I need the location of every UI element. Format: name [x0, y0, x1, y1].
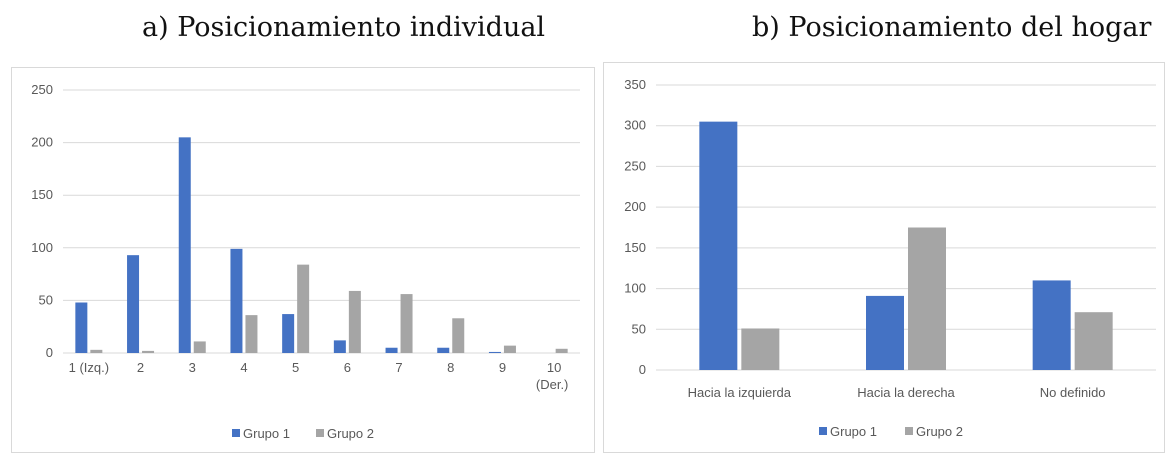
chart-a-legend-label: Grupo 1 — [243, 426, 290, 441]
chart-a-x-tick-label: 4 — [240, 360, 247, 375]
chart-a-bar-grupo2 — [245, 315, 258, 353]
chart-b-bar-grupo1 — [1032, 280, 1071, 370]
chart-a-bar-grupo1 — [385, 347, 398, 353]
chart-a-x-tick-label: 10 (Der.) — [536, 360, 569, 392]
chart-a-x-tick-label: 7 — [395, 360, 402, 375]
chart-b-y-tick-label: 150 — [624, 240, 646, 255]
chart-b-legend: Grupo 1 Grupo 2 — [819, 424, 963, 439]
chart-a-bar-grupo2 — [555, 348, 568, 353]
chart-b-y-tick-label: 0 — [639, 362, 646, 377]
chart-a-bar-grupo1 — [333, 340, 346, 353]
chart-a-x-tick-label: 9 — [499, 360, 506, 375]
chart-a-bar-grupo2 — [193, 341, 206, 353]
chart-b-legend-label: Grupo 1 — [830, 424, 877, 439]
chart-b-y-tick-label: 300 — [624, 118, 646, 133]
chart-a-x-tick-label: 3 — [189, 360, 196, 375]
chart-a-x-tick-label: 5 — [292, 360, 299, 375]
chart-a-bar-grupo2 — [400, 294, 413, 353]
chart-b-bar-grupo2 — [908, 227, 946, 370]
chart-b-panel: 0 50 100 150 200 250 300 350 Hacia la izquierda H… — [603, 62, 1165, 453]
chart-a-bar-grupo1 — [437, 347, 450, 353]
chart-a-legend-swatch — [232, 429, 240, 437]
chart-a-bar-grupo2 — [297, 264, 310, 353]
chart-a-x-tick-label: 1 (Izq.) — [69, 360, 109, 375]
chart-a-y-tick-label: 150 — [31, 187, 53, 202]
chart-a-legend-label: Grupo 2 — [327, 426, 374, 441]
chart-a-y-tick-label: 250 — [31, 82, 53, 97]
chart-a-x-tick-label: 8 — [447, 360, 454, 375]
chart-b-legend-swatch — [905, 427, 913, 435]
chart-b-bar-grupo1 — [866, 295, 904, 370]
chart-a-bar-grupo1 — [488, 351, 501, 353]
chart-b-legend-swatch — [819, 427, 827, 435]
chart-a-bar-grupo1 — [178, 137, 191, 353]
chart-a-y-tick-label: 200 — [31, 135, 53, 150]
chart-b-y-tick-label: 250 — [624, 158, 646, 173]
chart-b-y-tick-label: 50 — [632, 321, 646, 336]
chart-b-title: b) Posicionamiento del hogar — [752, 12, 1152, 43]
chart-b-bar-grupo1 — [699, 121, 738, 370]
chart-a-legend-swatch — [316, 429, 324, 437]
chart-b-x-tick-label: No definido — [1040, 385, 1106, 400]
chart-b-legend-label: Grupo 2 — [916, 424, 963, 439]
chart-a-bar-grupo2 — [142, 350, 155, 353]
chart-a-bar-grupo2 — [452, 318, 465, 353]
chart-a-plot: 0 50 100 150 200 250 1 (Izq.) 2 3 4 5 6 7 8 9 10 (Der.) G… — [31, 82, 580, 441]
chart-b-y-tick-label: 100 — [624, 281, 646, 296]
chart-b-bar-grupo2 — [741, 328, 780, 370]
chart-b-bar-grupo2 — [1074, 312, 1113, 370]
chart-a-bar-grupo2 — [503, 345, 516, 353]
chart-a-y-tick-label: 100 — [31, 240, 53, 255]
chart-a-panel: 0 50 100 150 200 250 1 (Izq.) 2 3 4 5 6 7 8 9 10 (Der.) G… — [11, 67, 595, 453]
chart-a-x-tick-label: 2 — [137, 360, 144, 375]
chart-a-title: a) Posicionamiento individual — [142, 12, 546, 43]
chart-b-y-tick-label: 200 — [624, 199, 646, 214]
chart-a-bar-grupo1 — [127, 255, 140, 353]
chart-a-y-tick-label: 50 — [39, 292, 53, 307]
chart-b-plot: 0 50 100 150 200 250 300 350 Hacia la izquierda H… — [624, 77, 1156, 439]
chart-b-y-tick-label: 350 — [624, 77, 646, 92]
chart-a-bar-grupo2 — [348, 290, 361, 353]
chart-b-x-tick-label: Hacia la derecha — [857, 385, 955, 400]
chart-a-legend: Grupo 1 Grupo 2 — [232, 426, 374, 441]
chart-a-y-tick-label: 0 — [46, 345, 53, 360]
chart-a-bar-grupo1 — [75, 302, 88, 353]
chart-a-bar-grupo2 — [90, 349, 103, 353]
chart-a-bar-grupo1 — [282, 314, 295, 353]
chart-b-x-tick-label: Hacia la izquierda — [688, 385, 792, 400]
chart-a-bar-grupo1 — [230, 248, 243, 353]
chart-a-x-tick-label: 6 — [344, 360, 351, 375]
